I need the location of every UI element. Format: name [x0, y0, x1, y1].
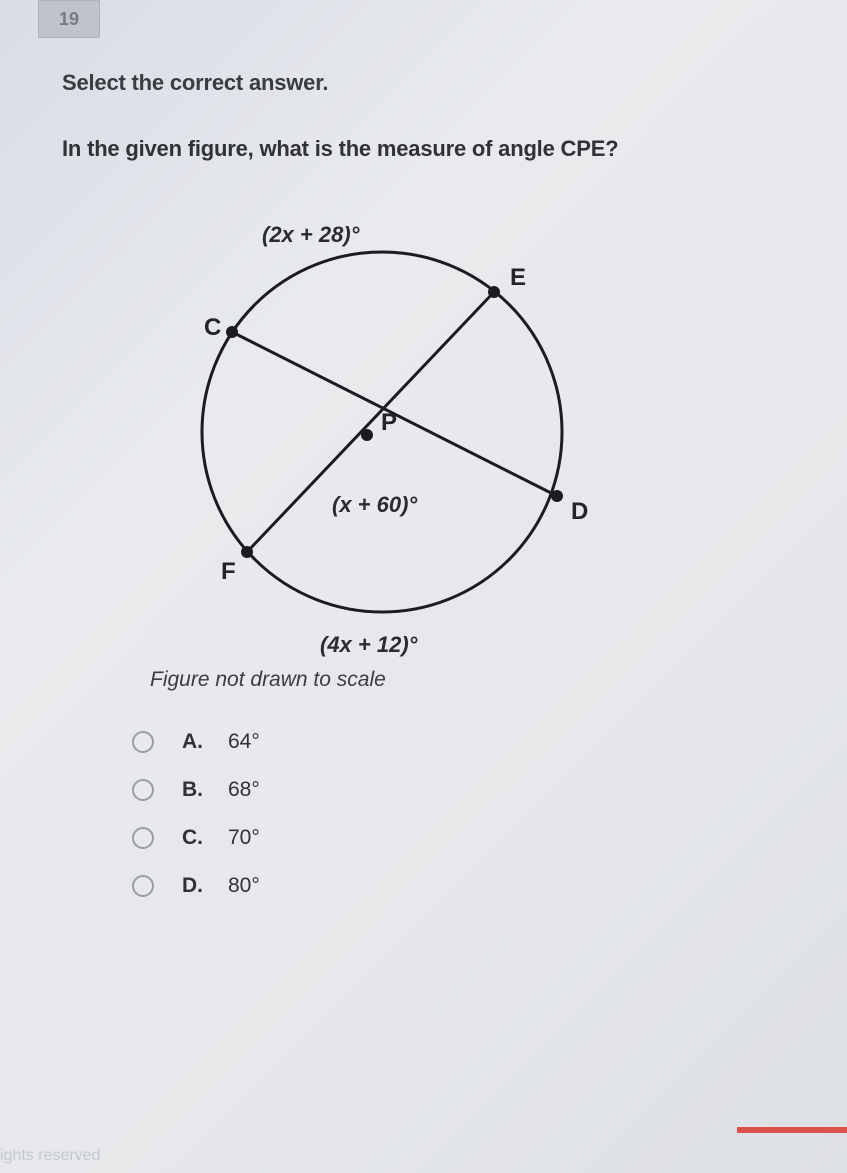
option-value: 64°: [228, 730, 260, 754]
option-value: 68°: [228, 778, 260, 802]
option-b[interactable]: B. 68°: [132, 778, 807, 802]
option-letter: B.: [182, 778, 228, 802]
option-value: 80°: [228, 874, 260, 898]
point-label-f: F: [221, 558, 236, 586]
option-letter: D.: [182, 874, 228, 898]
point-label-c: C: [204, 314, 221, 342]
option-d[interactable]: D. 80°: [132, 874, 807, 898]
radio-icon[interactable]: [132, 731, 154, 753]
question-number-box: 19: [38, 0, 100, 38]
prompt-text: Select the correct answer.: [62, 70, 807, 96]
radio-icon[interactable]: [132, 827, 154, 849]
option-letter: C.: [182, 826, 228, 850]
option-letter: A.: [182, 730, 228, 754]
answer-options: A. 64° B. 68° C. 70° D. 80°: [132, 730, 807, 898]
question-number: 19: [59, 9, 79, 30]
radio-icon[interactable]: [132, 779, 154, 801]
point-label-d: D: [571, 498, 588, 526]
option-a[interactable]: A. 64°: [132, 730, 807, 754]
option-c[interactable]: C. 70°: [132, 826, 807, 850]
arc-label-fd: (4x + 12)°: [320, 632, 417, 658]
arc-label-ce: (2x + 28)°: [262, 222, 359, 248]
figure-caption: Figure not drawn to scale: [150, 668, 807, 692]
geometry-figure: E C F D P (2x + 28)° (4x + 12)° (x + 60)°: [142, 192, 642, 662]
option-value: 70°: [228, 826, 260, 850]
question-content: Select the correct answer. In the given …: [62, 70, 807, 922]
angle-label: (x + 60)°: [332, 492, 417, 518]
footer-text: ights reserved: [0, 1147, 101, 1165]
question-text: In the given figure, what is the measure…: [62, 136, 807, 162]
point-label-p: P: [381, 409, 397, 437]
red-accent-bar: [737, 1127, 847, 1133]
radio-icon[interactable]: [132, 875, 154, 897]
point-label-e: E: [510, 264, 526, 292]
